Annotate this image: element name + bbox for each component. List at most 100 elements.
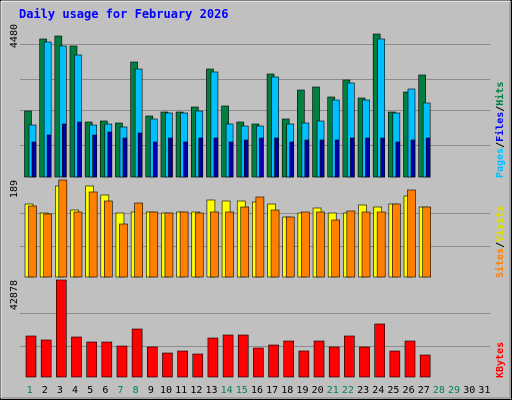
kbytes-bar [419, 354, 431, 378]
kbytes-bar [56, 279, 67, 378]
day-label: 2 [42, 385, 48, 396]
pages-bar [395, 141, 401, 178]
kbytes-bar [131, 328, 143, 378]
sites-bar [210, 211, 219, 278]
sites-bar [225, 211, 234, 278]
kbytes-bar [25, 335, 37, 378]
sites-bar [376, 211, 386, 278]
legend-sites: Sites [494, 248, 506, 278]
legend-hits: Hits [494, 82, 506, 106]
day-labels: 1 2 3 4 5 6 7 8 9 10 11 12 13 14 15 16 17 18 19 20 21 22 23 24 2… [27, 385, 491, 396]
kbytes-bar [404, 340, 416, 378]
day-label: 16 [251, 385, 263, 396]
kbytes-bar [313, 340, 325, 378]
day-label: 14 [221, 385, 233, 396]
sites-bar [164, 212, 174, 278]
pages-bar [243, 139, 249, 178]
kbytes-bar [116, 345, 128, 378]
day-label: 3 [57, 385, 63, 396]
day-label: 28 [433, 385, 445, 396]
kbytes-bar [389, 350, 401, 378]
pages-bar [77, 121, 82, 178]
pages-bar [62, 123, 67, 178]
legend-visits: Visits [494, 206, 506, 242]
legend-separator: / [495, 142, 506, 148]
day-label: 22 [342, 385, 354, 396]
pages-bar [350, 137, 355, 178]
sites-bar [240, 206, 250, 278]
pages-bar [152, 141, 158, 178]
pages-bar [92, 134, 97, 178]
day-label: 6 [102, 385, 108, 396]
kbytes-bar [359, 346, 370, 378]
pages-bar [365, 137, 370, 178]
bottom-panel-legend: KBytes [495, 342, 506, 378]
day-label: 26 [403, 385, 415, 396]
kbytes-bar [146, 346, 158, 378]
pages-bar [425, 137, 431, 178]
sites-bar [58, 179, 68, 278]
day-label: 30 [463, 385, 475, 396]
day-label: 8 [133, 385, 139, 396]
pages-bar [168, 137, 173, 178]
kbytes-bar [344, 335, 355, 378]
pages-bar [319, 139, 325, 178]
sites-bar [422, 206, 431, 278]
kbytes-bar [374, 323, 385, 378]
pages-bar [213, 137, 219, 178]
kbytes-bar [268, 344, 279, 378]
middle-panel-max-label: 189 [9, 180, 20, 198]
pages-bar [137, 132, 143, 178]
sites-bar [407, 189, 416, 278]
bottom-panel-max-label: 42878 [9, 280, 20, 310]
kbytes-bar [86, 341, 97, 378]
top-panel-max-label: 4480 [9, 24, 20, 48]
day-label: 20 [312, 385, 324, 396]
pages-bar [410, 139, 416, 178]
kbytes-bar [71, 336, 82, 378]
middle-panel-legend: Sites/Visits [494, 206, 506, 278]
sites-bar [285, 216, 295, 278]
day-label: 25 [387, 385, 399, 396]
kbytes-bar [328, 346, 340, 378]
day-label: 19 [296, 385, 308, 396]
sites-bar [331, 219, 341, 278]
day-label: 23 [357, 385, 369, 396]
sites-bar [392, 203, 401, 278]
day-label: 29 [448, 385, 460, 396]
day-label: 4 [72, 385, 78, 396]
day-label: 13 [205, 385, 217, 396]
kbytes-bar [101, 341, 113, 378]
kbytes-bar [283, 340, 295, 378]
kbytes-bar [162, 352, 173, 378]
day-label: 27 [418, 385, 430, 396]
sites-bar [134, 202, 143, 278]
day-label: 18 [281, 385, 293, 396]
sites-bar [149, 211, 159, 278]
day-label: 9 [148, 385, 154, 396]
kbytes-bar [40, 339, 52, 378]
pages-bar [107, 131, 113, 178]
sites-bar [119, 223, 128, 278]
day-label: 5 [87, 385, 93, 396]
sites-bar [28, 205, 37, 278]
pages-bar [289, 141, 295, 178]
sites-bar [255, 196, 265, 278]
pages-bar [334, 139, 340, 178]
kbytes-bar [207, 337, 219, 378]
sites-bar [270, 209, 280, 278]
kbytes-bar [298, 350, 310, 378]
pages-bar [122, 137, 128, 178]
sites-bar [346, 210, 356, 278]
pages-bar [198, 137, 204, 178]
day-label: 31 [478, 385, 490, 396]
legend-separator: / [495, 242, 506, 248]
legend-separator: / [495, 106, 506, 112]
kbytes-bar [177, 350, 188, 378]
sites-bar [88, 191, 98, 278]
kbytes-bar [192, 353, 204, 378]
sites-bar [316, 211, 325, 278]
pages-bar [31, 141, 37, 178]
kbytes-bar [237, 334, 249, 378]
